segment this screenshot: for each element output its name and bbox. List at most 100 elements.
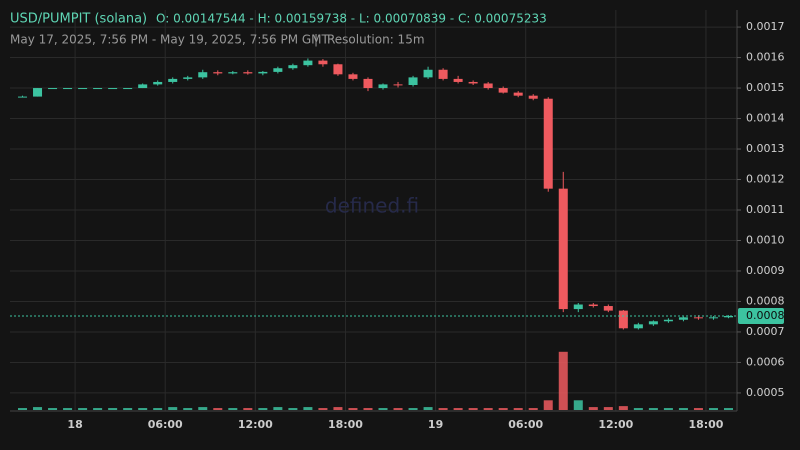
volume-bar [33,407,43,410]
y-tick-label: 0.0017 [746,20,785,33]
candle-body [288,65,298,69]
volume-bar [123,408,133,410]
volume-bar [93,408,103,410]
y-tick-label: 0.0006 [746,355,785,368]
volume-bar [108,408,118,410]
volume-bar [468,408,478,410]
candle-body [348,74,358,79]
candle-body [543,98,553,189]
volume-bar [243,408,253,410]
y-tick-label: 0.0013 [746,142,785,155]
y-tick-label: 0.0012 [746,173,785,186]
candle-body [228,72,238,74]
volume-bar [63,408,73,410]
y-tick-label: 0.0016 [746,51,785,64]
candle-body [168,78,178,82]
candle-body [318,60,328,65]
volume-bar [288,408,298,410]
candle-body [618,310,628,329]
watermark: defined.fi [325,194,419,218]
volume-bar [678,408,688,410]
volume-bar [558,351,568,410]
volume-bar [453,408,463,410]
candle-body [138,84,148,89]
volume-bar [393,408,403,410]
candle-body [303,60,313,66]
volume-bar [18,408,28,410]
volume-bar [588,407,598,410]
candle-body [363,78,373,89]
volume-bar [213,408,223,410]
volume-bar [528,408,538,410]
candle-body [18,96,28,98]
x-tick-label: 18 [67,418,82,431]
candle-body [573,304,583,310]
volume-bar [498,408,508,410]
last-price-box [738,307,784,324]
candle-body [603,306,613,311]
candle-body [438,69,448,79]
volume-bar [258,408,268,410]
candle-body [468,81,478,84]
candle-body [633,324,643,329]
x-tick-label: 06:00 [508,418,543,431]
candle-body [663,319,673,322]
candle-body [63,88,73,90]
candle-body [213,72,223,74]
last-price-label: 0.0008 [746,309,785,322]
y-tick-label: 0.0014 [746,112,785,125]
candle-body [48,88,58,90]
volume-bar [708,408,718,410]
candle-body [108,88,118,90]
candle-body [588,304,598,307]
y-tick-label: 0.0015 [746,81,785,94]
volume-bar [198,407,208,410]
volume-bar [513,408,523,410]
volume-bar [168,407,178,410]
candle-body [78,88,88,90]
volume-bar [138,408,148,410]
volume-bar [408,408,418,410]
candle-body [378,84,388,89]
volume-bar [78,408,88,410]
candle-body [33,88,43,97]
candle-body [123,88,133,90]
candle-body [153,81,163,85]
candle-body [183,77,193,79]
volume-bar [318,408,328,410]
volume-bar [723,408,733,410]
subtitle: May 17, 2025, 7:56 PM - May 19, 2025, 7:… [10,33,330,47]
volume-bar [348,408,358,410]
candle-body [693,317,703,319]
x-tick-label: 12:00 [598,418,633,431]
volume-bar [603,407,613,410]
candle-body [393,84,403,86]
volume-bar [573,400,583,410]
y-tick-label: 0.0009 [746,264,785,277]
candle-body [558,188,568,310]
candle-body [708,317,718,319]
y-tick-label: 0.0010 [746,233,785,246]
x-tick-label: 19 [428,418,443,431]
resolution: Resolution: 15m [327,33,425,47]
volume-bar [48,408,58,410]
volume-bar [693,408,703,410]
volume-bar [423,407,433,410]
candle-body [333,64,343,75]
chart-title: USD/PUMPIT (solana) [10,12,147,27]
candle-body [258,71,268,74]
candle-body [498,88,508,93]
volume-bar [153,408,163,410]
candle-body [528,95,538,99]
volume-bar [648,408,658,410]
volume-bar [228,408,238,410]
separator: | [314,33,318,47]
y-tick-label: 0.0011 [746,203,785,216]
candle-body [723,315,733,318]
volume-bar [618,406,628,410]
volume-bar [663,408,673,410]
volume-bar [438,408,448,410]
volume-bar [333,407,343,410]
candle-body [648,321,658,325]
